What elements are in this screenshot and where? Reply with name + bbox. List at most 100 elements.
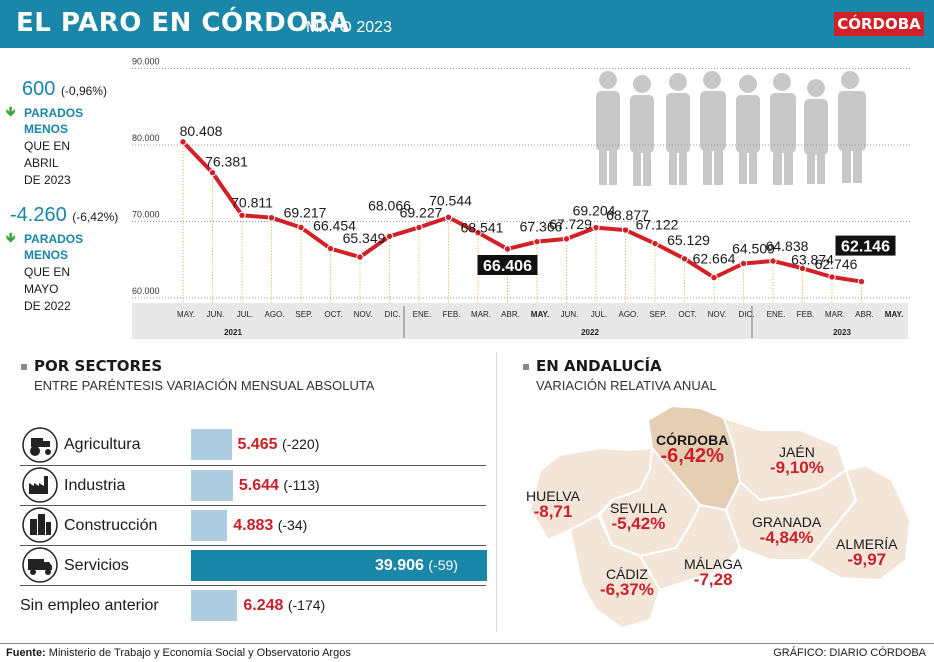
data-point	[828, 273, 836, 281]
truck-icon	[22, 547, 58, 583]
sector-value-number: 4.883	[233, 517, 274, 534]
andalucia-subtitle: VARIACIÓN RELATIVA ANUAL	[536, 378, 717, 393]
data-label: 69.217	[284, 204, 327, 220]
data-point	[179, 138, 187, 146]
sector-bar	[191, 429, 232, 460]
province-value: -5,42%	[611, 514, 666, 533]
x-tick-label: FEB.	[797, 310, 815, 319]
data-label: 67.366	[520, 219, 563, 235]
province-name: MÁLAGA	[684, 556, 743, 572]
province-name: GRANADA	[752, 514, 822, 530]
y-tick-label: 70.000	[132, 210, 160, 220]
sector-value: 5.644 (-113)	[239, 477, 320, 495]
data-point	[267, 213, 276, 222]
province-value: -9,10%	[770, 458, 824, 477]
x-tick-label: DIC.	[739, 310, 755, 319]
data-point	[680, 255, 689, 263]
row-divider	[20, 585, 486, 586]
stat-monthly-label-b: MENOS	[24, 122, 69, 136]
stat-yearly-rest-0: QUE EN	[24, 265, 71, 279]
brand-logo: CÓRDOBA	[834, 12, 924, 36]
data-label: 63.874	[791, 251, 834, 267]
series-line	[179, 138, 866, 286]
x-tick-label: JUN.	[561, 310, 579, 319]
data-point	[297, 223, 305, 232]
sector-bar	[191, 510, 228, 541]
down-arrow-icon: 🡻	[6, 230, 16, 245]
construction-icon	[22, 507, 58, 543]
data-point	[474, 228, 482, 237]
data-label: 68.541	[461, 220, 504, 236]
x-tick-label: MAR.	[825, 310, 845, 319]
andalucia-title: EN ANDALUCÍA	[536, 357, 662, 375]
data-label: 66.454	[313, 218, 356, 234]
sector-value-change: (-34)	[277, 517, 308, 533]
section-bullet	[523, 364, 529, 370]
source-label: Fuente:	[6, 647, 46, 659]
x-tick-label: MAY.	[177, 310, 195, 319]
y-tick-label: 80.000	[132, 133, 160, 143]
stat-monthly-pct: (-0,96%)	[60, 84, 107, 98]
data-point	[562, 235, 571, 243]
x-axis-band	[132, 303, 908, 339]
page-subtitle: MAYO 2023	[306, 19, 392, 36]
sector-bar	[191, 550, 487, 581]
highlight-box	[835, 235, 896, 256]
data-point	[356, 253, 364, 261]
province-jaen: JAÉN -9,10%	[770, 444, 824, 476]
x-tick-label: OCT.	[678, 310, 696, 319]
province-granada: GRANADA -4,84%	[752, 514, 821, 546]
province-name: ALMERÍA	[836, 536, 898, 552]
stat-yearly-pct: (-6,42%)	[72, 210, 119, 224]
data-label: 62.146	[841, 239, 890, 256]
x-tick-label: ABR.	[501, 310, 520, 319]
data-label: 64.838	[766, 238, 809, 254]
data-point	[710, 273, 718, 282]
data-label: 70.544	[429, 192, 472, 208]
y-tick-label: 60.000	[132, 286, 160, 296]
sector-value: 39.906 (-59)	[375, 557, 458, 575]
sectors-subtitle: ENTRE PARÉNTESIS VARIACIÓN MENSUAL ABSOL…	[34, 378, 375, 393]
data-point	[238, 211, 246, 219]
x-tick-label: NOV.	[708, 310, 727, 319]
data-point	[208, 168, 217, 177]
y-axis: 90.000 80.000 70.000 60.000	[132, 57, 160, 297]
province-almeria: ALMERÍA -9,97	[836, 536, 897, 568]
sector-label: Industria	[64, 477, 126, 494]
chart-grid	[132, 68, 910, 299]
data-label: 62.664	[693, 251, 736, 267]
x-tick-label: SEP.	[649, 310, 666, 319]
x-tick-label: JUL.	[591, 310, 607, 319]
province-value: -9,97	[847, 550, 887, 569]
data-label: 68.877	[606, 207, 649, 223]
province-value: -8,71	[533, 502, 573, 521]
source-note: Fuente: Ministerio de Trabajo y Economía…	[6, 647, 351, 659]
x-tick-label: OCT.	[324, 310, 342, 319]
sector-value-change: (-174)	[287, 597, 326, 613]
province-malaga: MÁLAGA -7,28	[684, 556, 742, 588]
down-arrow-icon: 🡻	[6, 104, 16, 119]
province-value: -4,84%	[759, 528, 814, 547]
x-tick-label: JUL.	[237, 310, 253, 319]
sector-label: Sin empleo anterior	[20, 597, 159, 614]
x-axis: MAY. JUN. JUL. AGO. SEP. OCT. NOV. DIC. ENE. FEB.…	[177, 306, 903, 338]
data-label: 69.227	[400, 204, 443, 220]
year-label: 2023	[833, 328, 851, 337]
province-name: CÁDIZ	[605, 566, 648, 582]
province-name: CÓRDOBA	[656, 432, 729, 448]
stat-yearly-rest-2: DE 2022	[24, 299, 71, 313]
province-sevilla: SEVILLA -5,42%	[610, 500, 667, 532]
sector-bar	[191, 590, 238, 621]
province-value: -6,37%	[600, 580, 654, 599]
x-tick-label: SEP.	[295, 310, 312, 319]
sector-value-change: (-59)	[428, 557, 458, 573]
tractor-icon	[22, 427, 58, 463]
map-province-almeria	[806, 464, 912, 582]
sector-value-number: 5.644	[238, 477, 279, 494]
province-value: -7,28	[693, 570, 733, 589]
sector-label: Servicios	[64, 557, 129, 574]
data-label: 68.066	[368, 197, 411, 213]
data-point	[385, 232, 394, 240]
data-point	[769, 257, 777, 265]
